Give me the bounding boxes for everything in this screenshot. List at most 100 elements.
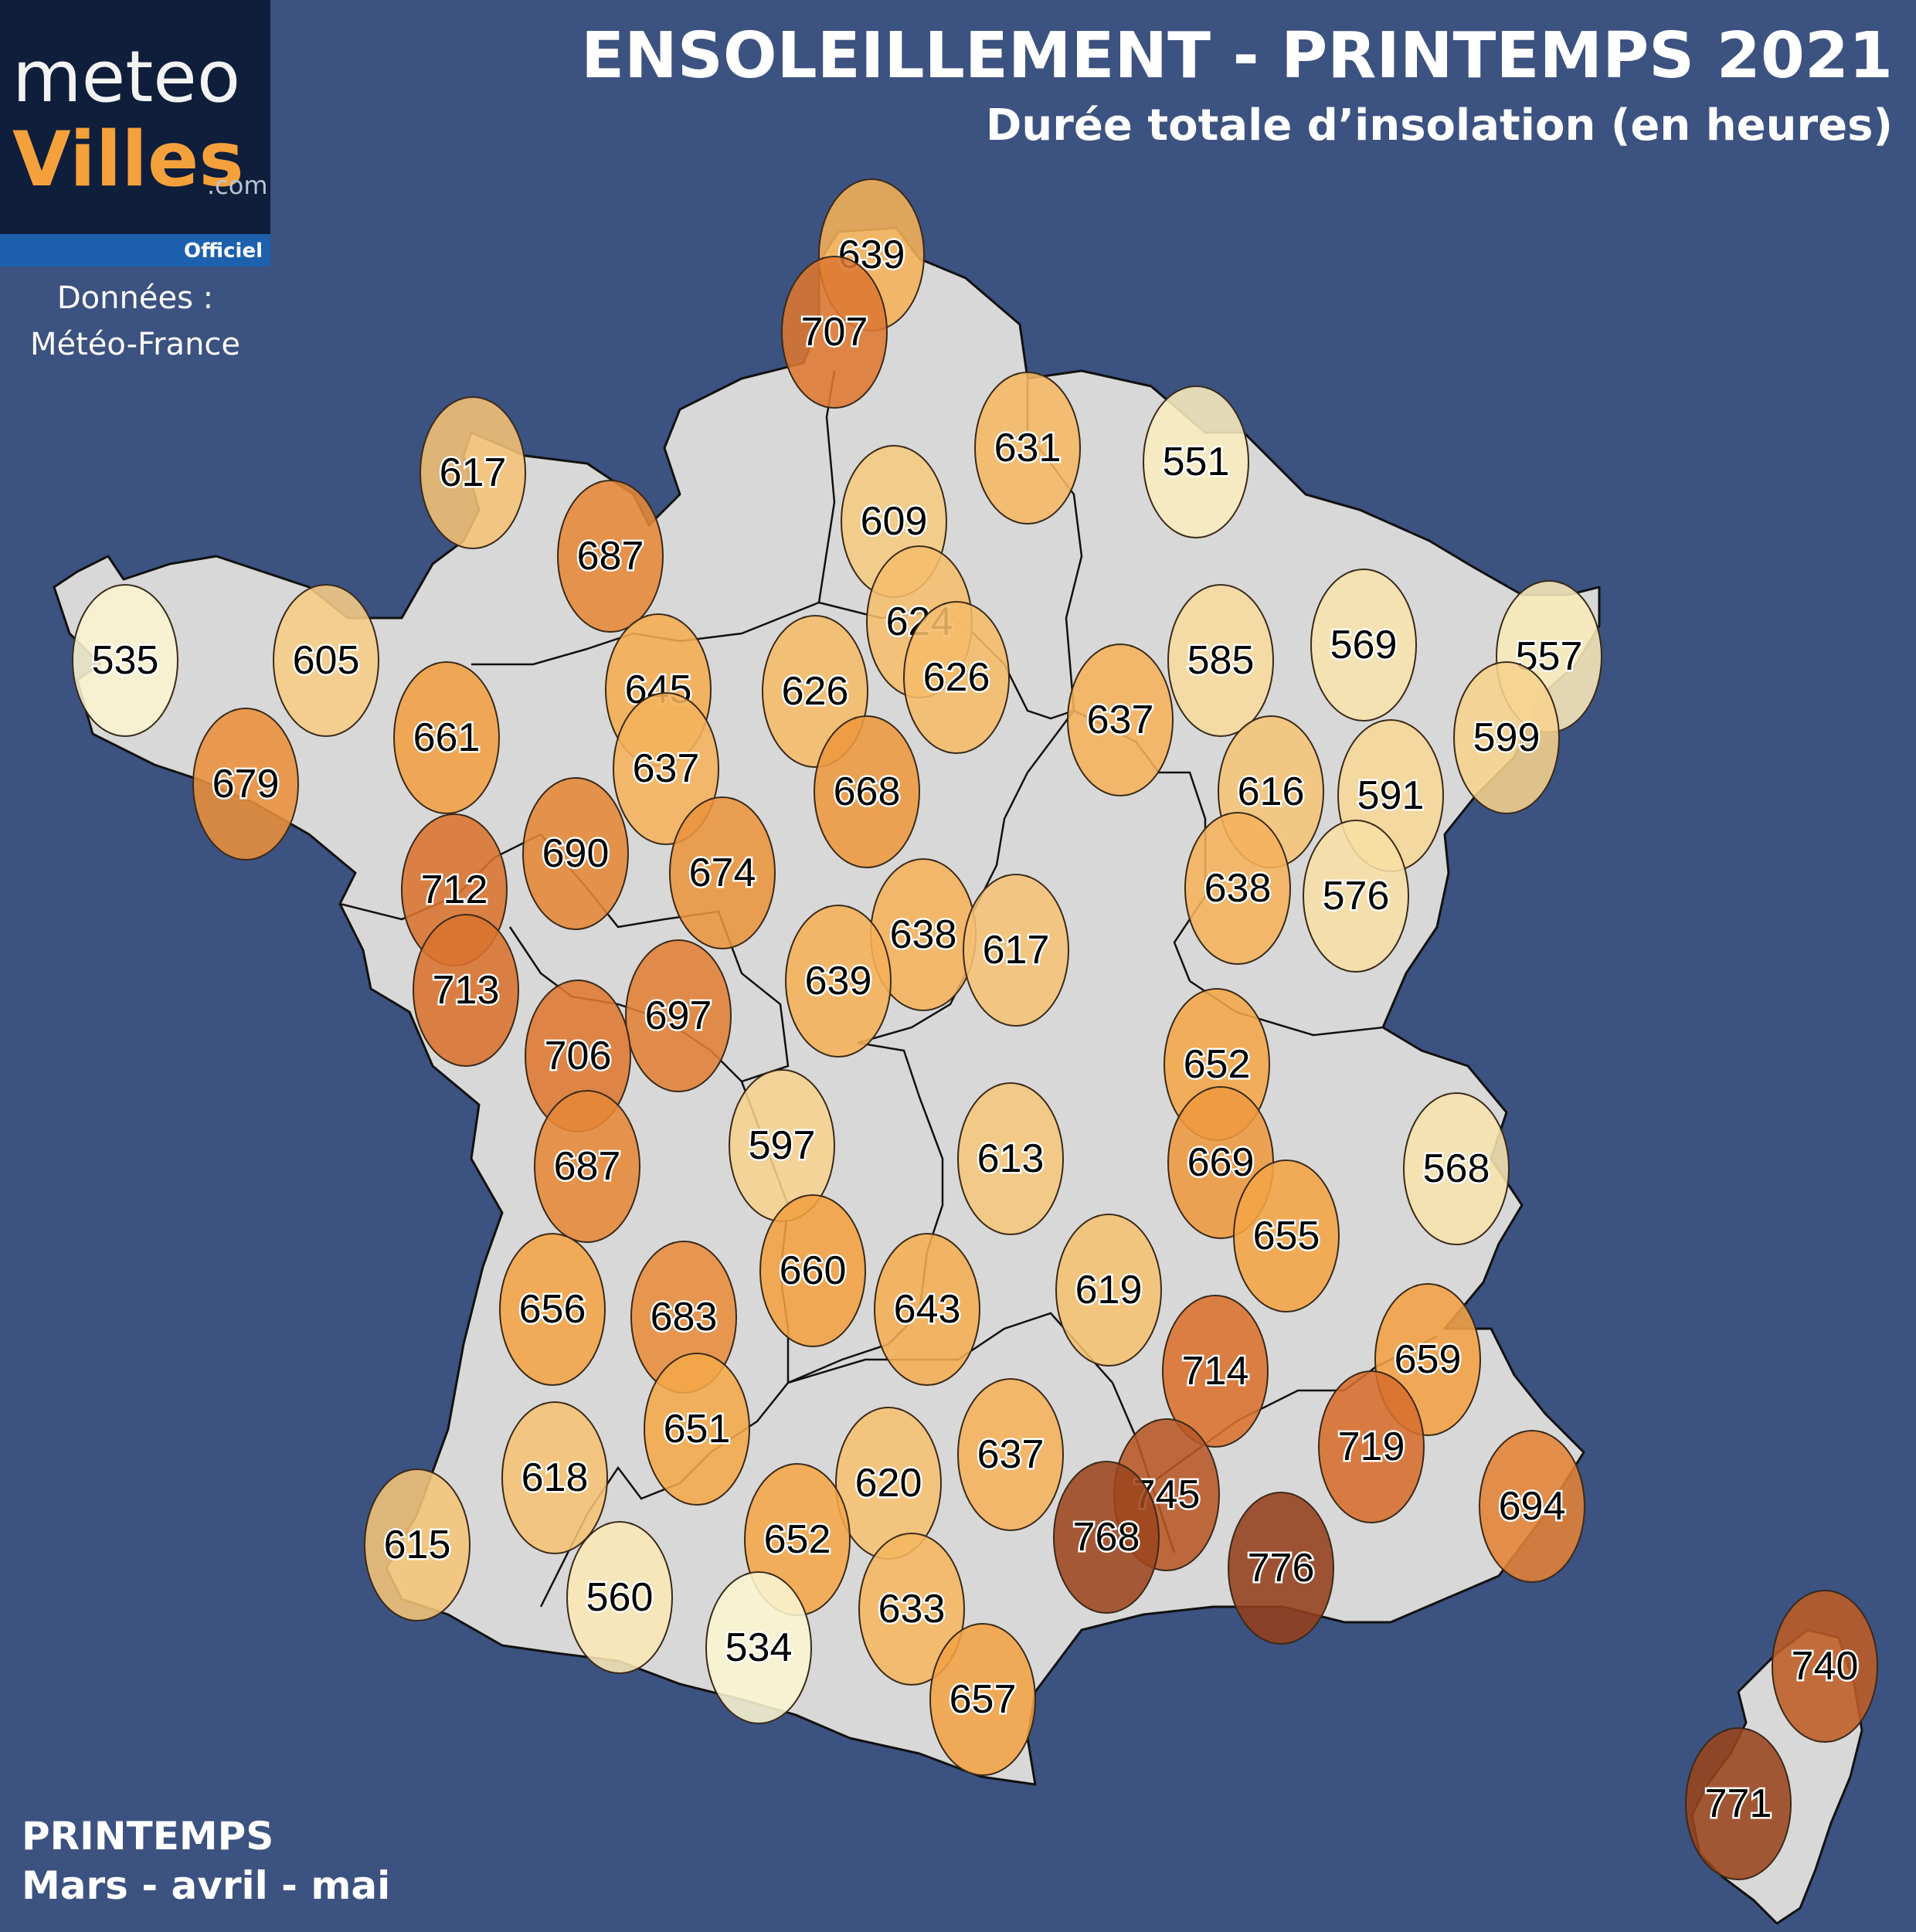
bubble-mark: [1233, 1160, 1340, 1312]
bubble-mark: [413, 914, 519, 1067]
bubble-mark: [72, 584, 178, 737]
bubble-mark: [1228, 1492, 1334, 1645]
bubble-mark: [957, 1378, 1064, 1531]
logo-strip: [0, 234, 270, 267]
source-provider: Météo-France: [29, 327, 241, 362]
department-bubble: 713: [413, 914, 519, 1067]
bubble-value-label: 638: [1204, 866, 1272, 911]
logo-meteo-text: meteo: [12, 36, 241, 118]
bubble-mark: [1310, 569, 1417, 722]
bubble-mark: [858, 1533, 965, 1686]
bubble-value-label: 660: [780, 1248, 847, 1293]
bubble-value-label: 638: [890, 912, 957, 957]
department-bubble: 706: [525, 980, 631, 1132]
bubble-mark: [1162, 1295, 1269, 1448]
bubble-value-label: 714: [1182, 1349, 1249, 1394]
department-bubble: 637: [613, 692, 719, 845]
months-label: Mars - avril - mai: [22, 1863, 391, 1908]
bubble-value-label: 633: [878, 1587, 946, 1632]
bubble-value-label: 652: [764, 1517, 831, 1562]
department-bubble: 569: [1310, 569, 1417, 722]
department-bubble: 683: [630, 1241, 737, 1394]
bubble-mark: [1167, 584, 1274, 737]
bubble-value-label: 771: [1705, 1781, 1772, 1826]
bubble-value-label: 605: [293, 638, 360, 683]
bubble-mark: [501, 1401, 608, 1554]
bubble-value-label: 655: [1253, 1214, 1320, 1258]
bubble-mark: [1685, 1727, 1792, 1880]
department-bubble: 620: [835, 1407, 942, 1560]
bubble-value-label: 687: [577, 534, 644, 579]
department-bubble: 560: [566, 1521, 673, 1674]
department-bubble: 551: [1143, 385, 1249, 538]
bubble-mark: [903, 601, 1010, 754]
department-bubble: 674: [669, 796, 776, 949]
bubble-value-label: 626: [923, 655, 990, 700]
department-bubble: 643: [874, 1233, 980, 1386]
bubble-mark: [705, 1571, 812, 1724]
bubble-value-label: 617: [440, 450, 507, 495]
bubble-mark: [874, 1233, 980, 1386]
bubble-value-label: 661: [413, 715, 481, 760]
department-bubble: 687: [534, 1090, 640, 1243]
department-bubble: 656: [499, 1233, 606, 1386]
department-bubble: 687: [557, 480, 664, 633]
department-bubble: 776: [1228, 1492, 1334, 1645]
bubble-value-label: 551: [1163, 440, 1230, 484]
department-bubble: 668: [814, 715, 920, 868]
bubble-value-label: 712: [421, 868, 488, 912]
department-bubble: 637: [957, 1378, 1064, 1531]
department-bubble: 534: [705, 1571, 812, 1724]
department-bubble: 535: [72, 584, 178, 737]
department-bubble: 615: [364, 1469, 471, 1621]
bubble-value-label: 776: [1248, 1546, 1315, 1591]
bubble-mark: [781, 256, 888, 409]
bubble-value-label: 560: [586, 1575, 654, 1620]
department-bubble: 633: [858, 1533, 965, 1686]
bubble-mark: [669, 796, 776, 949]
department-bubble: 639: [785, 905, 892, 1058]
department-bubble: 707: [781, 256, 888, 409]
bubble-value-label: 679: [212, 762, 280, 806]
bubble-mark: [785, 905, 892, 1058]
logo-villes-text: Villes: [12, 116, 244, 204]
bubble-value-label: 617: [983, 928, 1050, 973]
department-bubble: 617: [963, 874, 1069, 1027]
department-bubble: 719: [1318, 1370, 1425, 1523]
bubble-value-label: 657: [950, 1677, 1017, 1722]
department-bubble: 679: [192, 708, 299, 861]
bubble-mark: [557, 480, 664, 633]
bubble-value-label: 619: [1075, 1268, 1143, 1312]
bubble-mark: [522, 777, 629, 930]
bubble-value-label: 585: [1187, 638, 1255, 683]
logo-officiel-badge: Officiel: [184, 239, 263, 263]
department-bubble: 597: [729, 1069, 835, 1222]
department-bubble: 714: [1162, 1295, 1269, 1448]
bubble-value-label: 534: [725, 1625, 793, 1670]
data-source: Données : Météo-France: [0, 275, 270, 368]
department-bubble: 768: [1053, 1461, 1160, 1614]
season-label: PRINTEMPS: [22, 1814, 274, 1859]
department-bubble: 618: [501, 1401, 608, 1554]
department-bubble: 694: [1479, 1430, 1585, 1583]
department-bubble: 637: [1067, 643, 1174, 796]
bubble-value-label: 706: [545, 1034, 612, 1078]
department-bubble: 626: [903, 601, 1010, 754]
bubble-value-label: 694: [1499, 1484, 1566, 1529]
department-bubble: 585: [1167, 584, 1274, 737]
bubble-value-label: 637: [1087, 698, 1154, 742]
department-bubble: 740: [1772, 1590, 1878, 1743]
bubble-value-label: 613: [977, 1136, 1045, 1181]
bubble-value-label: 656: [519, 1287, 586, 1332]
department-bubble: 655: [1233, 1160, 1340, 1312]
bubble-mark: [625, 939, 732, 1092]
bubble-mark: [1318, 1370, 1425, 1523]
bubble-mark: [1184, 812, 1291, 965]
bubble-mark: [1403, 1092, 1510, 1245]
bubble-value-label: 637: [977, 1432, 1045, 1477]
bubble-mark: [1453, 661, 1560, 814]
bubble-value-label: 637: [633, 746, 700, 791]
bubble-mark: [364, 1469, 471, 1621]
bubble-value-label: 674: [689, 851, 756, 895]
